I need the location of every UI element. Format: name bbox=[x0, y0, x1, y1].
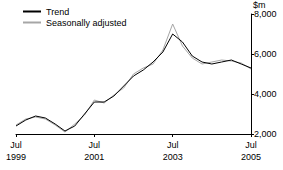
svg-text:$m: $m bbox=[253, 0, 266, 11]
svg-text:2003: 2003 bbox=[163, 152, 183, 162]
svg-text:6,000: 6,000 bbox=[254, 49, 277, 59]
svg-text:1999: 1999 bbox=[6, 152, 26, 162]
svg-text:Seasonally adjusted: Seasonally adjusted bbox=[46, 18, 127, 28]
svg-text:2001: 2001 bbox=[84, 152, 104, 162]
svg-text:Jul: Jul bbox=[245, 140, 257, 150]
svg-text:Jul: Jul bbox=[10, 140, 22, 150]
svg-text:2005: 2005 bbox=[241, 152, 261, 162]
svg-text:Jul: Jul bbox=[167, 140, 179, 150]
svg-text:8,000: 8,000 bbox=[254, 9, 277, 19]
svg-text:2,000: 2,000 bbox=[254, 129, 277, 139]
svg-text:Trend: Trend bbox=[46, 7, 69, 17]
svg-text:Jul: Jul bbox=[89, 140, 101, 150]
svg-text:4,000: 4,000 bbox=[254, 89, 277, 99]
